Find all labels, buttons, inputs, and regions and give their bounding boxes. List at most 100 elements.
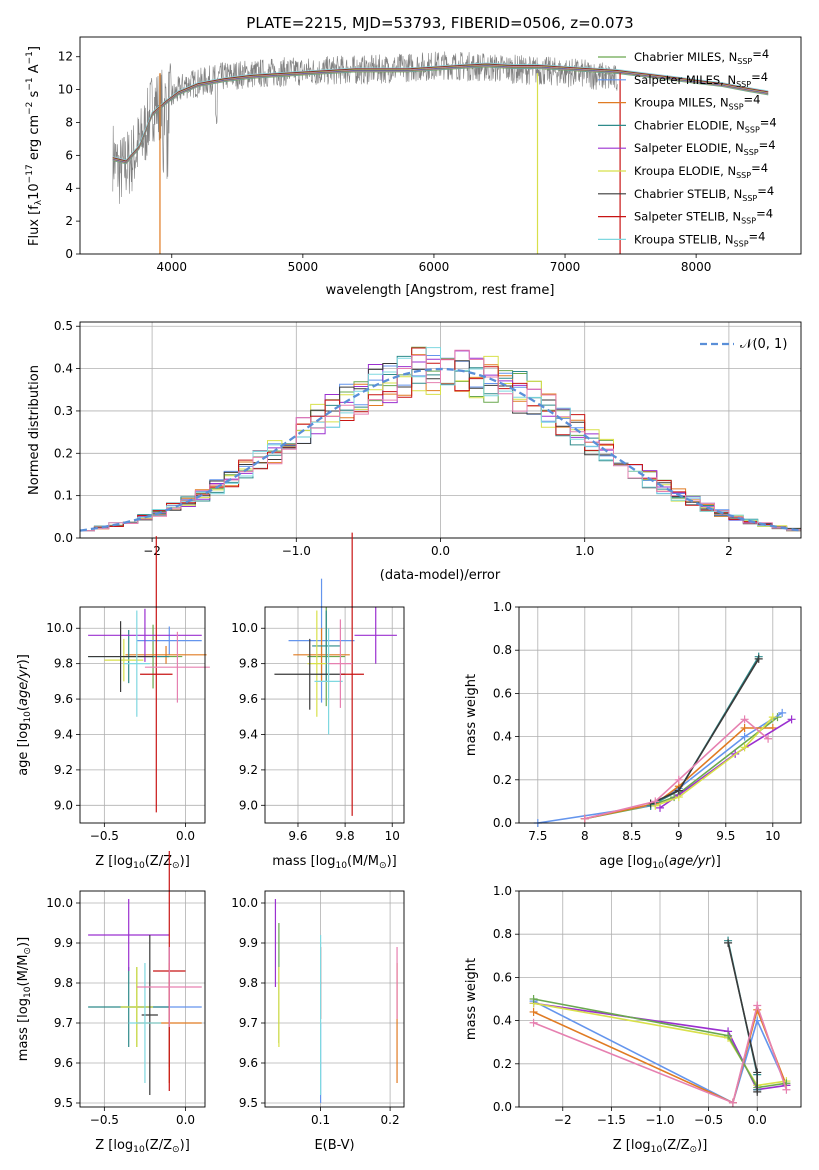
mass-weight-marker [651,797,660,806]
mass-weight-marker [782,1085,791,1094]
axes-frame [79,36,802,255]
x-tick-label: −0.5 [694,1113,723,1127]
x-tick-label: 8.5 [622,829,641,843]
y-tick-label: 9.6 [239,1056,258,1070]
y-tick-label: 0.4 [493,1014,512,1028]
y-tick-label: 9.8 [54,657,73,671]
y-tick-label: 9.6 [239,692,258,706]
mass-weight-marker [529,1007,538,1016]
x-tick-label: 6000 [419,260,450,274]
x-tick-label: 10 [385,829,400,843]
mass-weight-marker [787,715,796,724]
x-tick-label: 8 [581,829,589,843]
y-tick-label: 0.4 [493,730,512,744]
mass-weight-marker [740,723,749,732]
legend-entry: Salpeter MILES, NSSP=4 [634,70,768,89]
y-tick-label: 10 [58,83,73,97]
spectrum-legend: Chabrier MILES, NSSP=4 Salpeter MILES, NS… [598,47,777,248]
mass-weight-marker [724,1031,733,1040]
y-tick-label: 0.2 [54,446,73,460]
y-tick-label: 9.9 [239,936,258,950]
mass-weight-marker [740,743,749,752]
mass-weight-marker [768,713,777,722]
legend-entry: Kroupa STELIB, NSSP=4 [634,229,765,248]
axes-frame [518,890,802,1108]
mass-weight-marker [753,1087,762,1096]
y-tick-label: 9.7 [54,1016,73,1030]
y-tick-label: 9.5 [239,1096,258,1110]
spectrum-panel: 4000 5000 6000 7000 8000 0 2 4 6 8 10 12 wavelength … [25,36,802,298]
mass-weight-vs-metallicity-panel: −2 −1.5 −1.0 −0.5 0.0 0.0 0.2 0.4 0.6 0.8 1.0 Z [lo… [464,884,802,1155]
x-tick-label: 0.1 [311,1113,330,1127]
x-tick-label: −1.0 [282,544,311,558]
model-spectrum-line [112,62,769,161]
mass-weight-marker [674,786,683,795]
x-axis-label: Z [log10(Z/Z⊙)] [95,1138,190,1155]
residual-histogram-panel: −2 −1.0 0.0 1.0 2 0.0 0.1 0.2 0.3 0.4 0.5 (data-mod… [27,319,802,583]
x-tick-label: −2 [554,1113,572,1127]
y-tick-label: 0.2 [493,1057,512,1071]
y-tick-label: 0.0 [493,816,512,830]
mass-weight-marker [740,732,749,741]
y-tick-label: 0.5 [54,319,73,333]
y-tick-label: 0.4 [54,362,73,376]
x-tick-label: 9.6 [288,829,307,843]
mass-weight-marker [529,1018,538,1027]
y-tick-label: 0 [65,247,73,261]
mass-weight-marker [728,1098,737,1107]
y-tick-label: 6 [65,148,73,162]
y-tick-label: 0.8 [493,643,512,657]
legend-entry: Kroupa MILES, NSSP=4 [634,93,760,112]
mass-vs-ebv-panel: 0.1 0.2 9.5 9.6 9.7 9.8 9.9 10.0 E(B-V) [231,890,405,1153]
data-spectrum-line [112,51,618,204]
y-axis-label: Normed distribution [27,365,42,495]
y-tick-label: 0.3 [54,404,73,418]
axes-frame [264,606,405,824]
y-tick-label: 9.8 [54,976,73,990]
y-tick-label: 0.6 [493,970,512,984]
y-axis-label: age [log10(age/yr)] [16,654,33,776]
x-axis-label: E(B-V) [314,1138,354,1153]
y-axis-label: mass weight [464,958,479,1040]
y-tick-label: 0.0 [54,531,73,545]
mass-weight-line [655,716,774,807]
y-tick-label: 2 [65,214,73,228]
axes-frame [79,606,206,824]
x-tick-label: 2 [725,544,733,558]
x-axis-label: Z [log10(Z/Z⊙)] [613,1138,708,1155]
y-tick-label: 0.1 [54,489,73,503]
mass-vs-metallicity-panel: −0.5 0.0 9.5 9.6 9.7 9.8 9.9 10.0 Z [log10(Z/Z⊙)… [16,851,206,1155]
mass-weight-line [650,658,760,805]
x-tick-label: −1.0 [645,1113,674,1127]
y-tick-label: 9.0 [239,798,258,812]
y-tick-label: 9.4 [239,727,258,741]
x-tick-label: 1.0 [575,544,594,558]
x-tick-label: −2 [143,544,161,558]
legend-entry: Kroupa ELODIE, NSSP=4 [634,161,768,180]
x-axis-label: wavelength [Angstrom, rest frame] [326,283,555,298]
x-axis-label: age [log10(age/yr)] [599,854,721,871]
axes-frame [264,890,405,1108]
mass-weight-marker [740,715,749,724]
mass-weight-marker [529,995,538,1003]
mass-weight-line [584,718,769,820]
x-tick-label: −0.5 [90,1113,119,1127]
mass-weight-line [584,716,778,820]
legend-entry: Chabrier MILES, NSSP=4 [634,47,769,66]
mass-weight-marker [778,708,787,717]
x-tick-label: 0.0 [176,1113,195,1127]
mass-weight-line [533,1002,788,1104]
mass-weight-marker [580,814,589,823]
mass-weight-marker [764,734,773,743]
y-axis-label: mass weight [464,674,479,756]
x-tick-label: 5000 [288,260,319,274]
age-vs-mass-panel: 9.6 9.8 10 9.0 9.2 9.4 9.6 9.8 10.0 mass [log10(M… [231,532,405,871]
figure-title: PLATE=2215, MJD=53793, FIBERID=0506, z=0… [246,14,633,32]
y-tick-label: 9.4 [54,727,73,741]
mass-weight-marker [753,1001,762,1010]
y-axis-label: Flux [fλ10−17 erg cm−2 s−1 A−1] [25,46,44,246]
y-tick-label: 0.8 [493,927,512,941]
x-tick-label: 9.8 [336,829,355,843]
y-tick-label: 9.8 [239,657,258,671]
x-tick-label: 9 [675,829,683,843]
